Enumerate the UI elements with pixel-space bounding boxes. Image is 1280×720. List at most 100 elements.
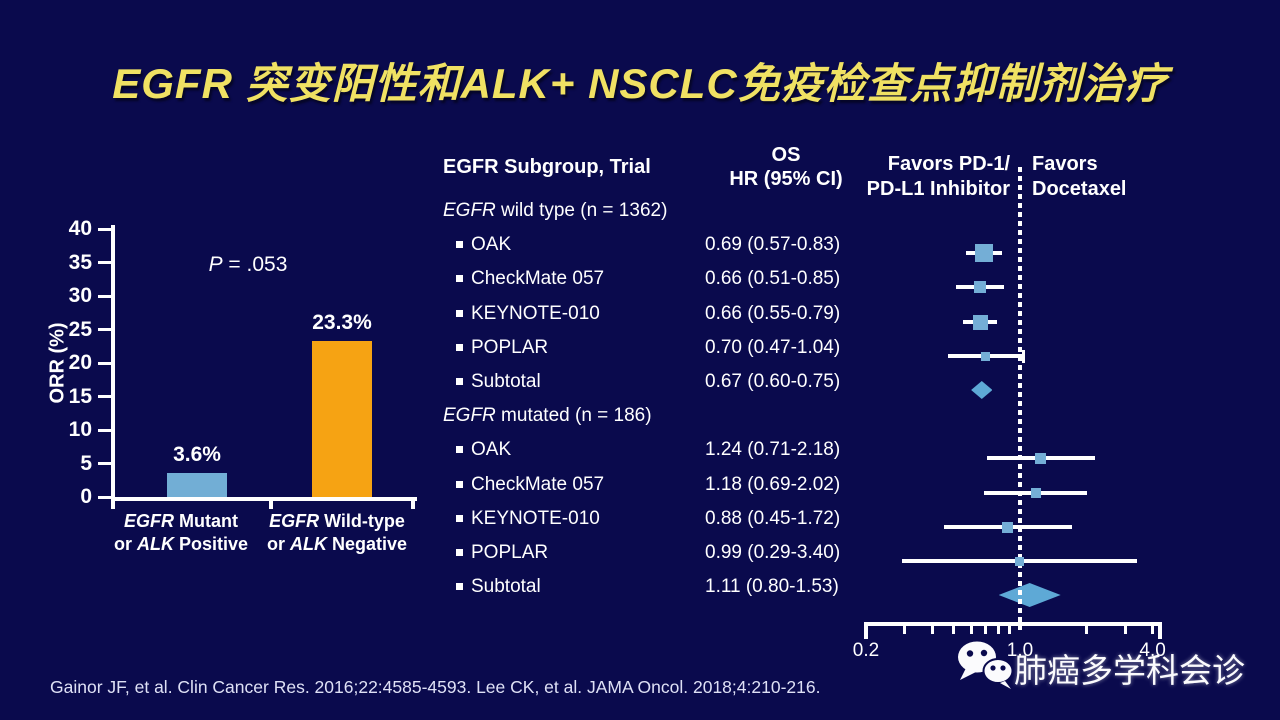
hr-ci-value: 0.88 (0.45-1.72) xyxy=(705,508,841,529)
bar-value-label: 23.3% xyxy=(312,310,372,334)
axis-minor-tick xyxy=(1151,626,1155,634)
y-axis-tick xyxy=(98,462,111,465)
x-axis-tick xyxy=(111,501,115,509)
favors-docetaxel-line1: Favors xyxy=(1032,153,1098,175)
hr-ci-value: 0.67 (0.60-0.75) xyxy=(705,371,841,392)
x-category-label: EGFR Wild-type xyxy=(247,511,427,532)
hr-ci-value: 0.70 (0.47-1.04) xyxy=(705,337,841,358)
group-label: EGFR mutated (n = 186) xyxy=(443,405,652,427)
text-segment: ALK xyxy=(136,534,174,554)
hr-ci-value: 0.66 (0.55-0.79) xyxy=(705,303,841,324)
favors-pd1-line2: PD-L1 Inhibitor xyxy=(866,178,1010,200)
favors-pd1-label: Favors PD-1/ PD-L1 Inhibitor xyxy=(818,152,1010,202)
bullet-icon xyxy=(456,378,463,385)
hr-square-marker xyxy=(1030,488,1041,498)
trial-name: CheckMate 057 xyxy=(471,474,605,495)
y-axis-tick xyxy=(98,395,111,398)
bullet-icon xyxy=(456,275,463,282)
p-value-annotation: P = .053 xyxy=(173,253,323,277)
table-header-os: OS xyxy=(771,144,801,166)
text-segment: EGFR xyxy=(443,405,496,426)
subtotal-diamond xyxy=(998,583,1061,607)
text-segment: ALK xyxy=(289,534,327,554)
bullet-icon xyxy=(456,310,463,317)
y-axis-tick xyxy=(98,261,111,264)
x-axis-line xyxy=(111,497,417,501)
hr-square-marker xyxy=(1002,521,1014,533)
axis-end-tick xyxy=(1158,626,1163,639)
axis-minor-tick xyxy=(903,626,907,634)
bullet-icon xyxy=(456,583,463,590)
axis-minor-tick xyxy=(1084,626,1088,634)
trial-name: POPLAR xyxy=(471,542,549,563)
watermark-text: 肺癌多学科会诊 xyxy=(1014,652,1245,689)
text-segment: Wild-type xyxy=(319,511,405,531)
favors-pd1-line1: Favors PD-1/ xyxy=(887,153,1010,175)
x-axis-tick xyxy=(269,501,273,509)
x-axis-tick xyxy=(411,501,415,509)
trial-name: POPLAR xyxy=(471,337,549,358)
text-segment: Negative xyxy=(326,534,408,554)
trial-name: KEYNOTE-010 xyxy=(471,508,600,529)
bar-egfr-mutant xyxy=(167,472,227,497)
bullet-icon xyxy=(456,344,463,351)
table-header-hr-ci: HR (95% CI) xyxy=(729,168,843,190)
axis-minor-tick xyxy=(1123,626,1127,634)
y-tick-label: 25 xyxy=(68,317,92,341)
axis-minor-tick xyxy=(930,626,934,634)
hr-square-marker xyxy=(1014,556,1024,566)
trial-name: KEYNOTE-010 xyxy=(471,303,600,324)
axis-minor-tick xyxy=(952,626,956,634)
hr-ci-value: 0.69 (0.57-0.83) xyxy=(705,234,841,255)
x-category-label: or ALK Positive xyxy=(91,534,271,555)
trial-name: Subtotal xyxy=(471,371,541,392)
y-tick-label: 5 xyxy=(80,451,92,475)
favors-docetaxel-line2: Docetaxel xyxy=(1032,178,1127,200)
text-segment: Mutant xyxy=(174,511,238,531)
text-segment: EGFR xyxy=(269,511,320,531)
y-axis-tick xyxy=(98,495,111,499)
text-segment: = .053 xyxy=(222,253,288,276)
text-segment: wild type (n = 1362) xyxy=(495,200,668,221)
y-tick-label: 30 xyxy=(68,284,92,307)
y-axis-tick xyxy=(98,227,111,231)
citation: Gainor JF, et al. Clin Cancer Res. 2016;… xyxy=(50,677,821,697)
hr-ci-value: 1.18 (0.69-2.02) xyxy=(705,474,841,495)
ci-end-cap xyxy=(1022,350,1026,363)
text-segment: EGFR xyxy=(124,511,175,531)
text-segment: or xyxy=(266,534,290,554)
trial-name: OAK xyxy=(471,234,512,255)
text-segment: Positive xyxy=(173,534,249,554)
forest-axis-line xyxy=(864,622,1163,626)
y-axis-tick xyxy=(98,361,111,365)
wechat-watermark: 肺癌多学科会诊 xyxy=(956,634,1256,694)
axis-tick-label: 4.0 xyxy=(1139,640,1166,661)
y-axis-line xyxy=(111,225,115,502)
hr-ci-value: 1.24 (0.71-2.18) xyxy=(705,439,841,460)
axis-tick-label: 1.0 xyxy=(1006,640,1034,661)
table-header-os-hr: OS HR (95% CI) xyxy=(700,143,872,191)
y-tick-label: 20 xyxy=(68,351,92,374)
subtotal-diamond xyxy=(971,381,993,399)
hr-ci-value: 0.99 (0.29-3.40) xyxy=(705,542,841,563)
axis-minor-tick xyxy=(969,626,973,634)
y-tick-label: 40 xyxy=(68,217,92,240)
y-axis-tick xyxy=(98,294,111,298)
y-tick-label: 35 xyxy=(68,250,92,274)
bar-value-label: 3.6% xyxy=(173,442,221,466)
bar-egfr-wildtype xyxy=(312,340,372,497)
hr-square-marker xyxy=(1035,452,1047,464)
hr-ci-value: 0.66 (0.51-0.85) xyxy=(705,268,841,289)
wechat-icon xyxy=(958,641,1014,689)
group-label: EGFR wild type (n = 1362) xyxy=(443,200,667,222)
hr-square-marker xyxy=(972,314,988,330)
trial-name: Subtotal xyxy=(471,576,541,597)
y-axis-tick xyxy=(98,328,111,331)
axis-minor-tick xyxy=(984,626,988,634)
bullet-icon xyxy=(456,515,463,522)
axis-minor-tick xyxy=(1008,626,1012,634)
bullet-icon xyxy=(456,241,463,248)
bullet-icon xyxy=(456,446,463,453)
text-segment: mutated (n = 186) xyxy=(495,405,652,426)
